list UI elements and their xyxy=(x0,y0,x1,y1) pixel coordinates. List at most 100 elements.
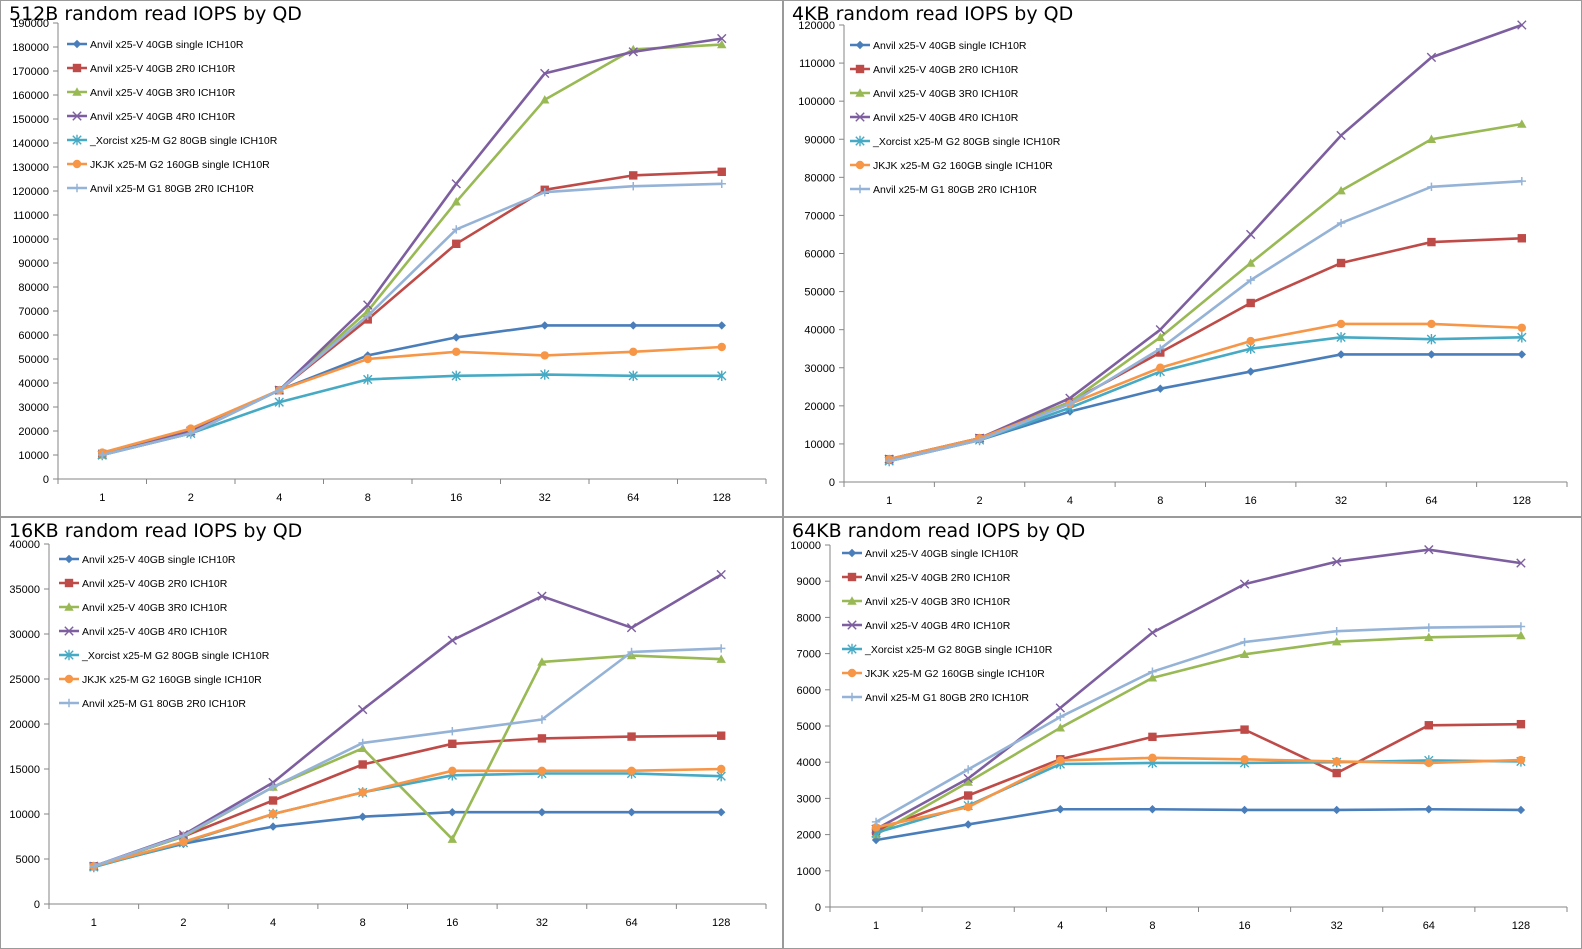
data-point xyxy=(448,766,457,775)
series-line xyxy=(93,772,722,869)
legend-label: _Xorcist x25-M G2 80GB single ICH10R xyxy=(89,135,278,147)
y-tick-label: 190000 xyxy=(12,18,49,30)
legend-label: JKJK x25-M G2 160GB single ICH10R xyxy=(873,160,1053,172)
y-tick-label: 20000 xyxy=(9,719,40,731)
legend-label: JKJK x25-M G2 160GB single ICH10R xyxy=(865,668,1045,680)
data-point xyxy=(963,765,973,774)
data-point xyxy=(537,591,547,601)
series-line xyxy=(101,324,722,457)
series-line xyxy=(875,807,1521,842)
legend-label: JKJK x25-M G2 160GB single ICH10R xyxy=(82,674,262,686)
data-point xyxy=(1516,630,1526,640)
y-tick-label: 70000 xyxy=(18,306,49,318)
data-point xyxy=(537,808,547,817)
data-point xyxy=(1155,332,1166,341)
y-tick-label: 180000 xyxy=(12,42,49,54)
data-point xyxy=(629,171,638,180)
legend-marker xyxy=(64,649,74,661)
y-tick-label: 10000 xyxy=(9,809,40,821)
data-point xyxy=(1240,637,1249,647)
data-point xyxy=(1056,712,1065,722)
y-tick-label: 30000 xyxy=(804,363,835,375)
data-point xyxy=(358,812,367,821)
chart-plot-16kb: 0 5000 10000 15000 20000 25000 30000 35000 40000… xyxy=(9,539,767,929)
chart-plot-4kb: 0 10000 20000 30000 40000 50000 60000 70000 8000… xyxy=(798,20,1568,507)
x-tick-label: 128 xyxy=(1513,495,1531,507)
legend-label: _Xorcist x25-M G2 80GB single ICH10R xyxy=(872,136,1061,148)
y-tick-label: 170000 xyxy=(12,66,49,78)
series-line xyxy=(101,37,722,457)
x-tick-label: 32 xyxy=(539,492,551,504)
data-point xyxy=(1336,332,1346,343)
data-point xyxy=(717,167,726,176)
series-line xyxy=(875,756,1521,829)
series-line xyxy=(888,179,1522,463)
legend-label: Anvil x25-M G1 80GB 2R0 ICH10R xyxy=(90,183,254,195)
data-point xyxy=(363,374,373,385)
data-point xyxy=(1517,234,1527,243)
y-tick-label: 20000 xyxy=(804,401,835,413)
legend-marker xyxy=(847,668,857,678)
data-point xyxy=(1246,367,1255,376)
data-point xyxy=(452,347,461,356)
x-tick-label: 2 xyxy=(965,920,971,932)
data-point xyxy=(1156,344,1165,353)
legend-marker xyxy=(847,548,857,558)
chart-panel-512b: 512B random read IOPS by QD 0 10000 20000 3… xyxy=(0,0,783,517)
data-point xyxy=(1517,332,1527,343)
data-point xyxy=(186,424,195,433)
legend-marker xyxy=(72,134,82,146)
data-point xyxy=(1517,176,1527,186)
data-point xyxy=(629,321,638,330)
series-line xyxy=(101,182,722,457)
data-point xyxy=(537,766,547,775)
data-point xyxy=(537,734,547,743)
data-point xyxy=(363,300,373,310)
x-tick-label: 32 xyxy=(1331,920,1343,932)
data-point xyxy=(540,68,550,79)
data-point xyxy=(1424,632,1434,642)
legend-marker xyxy=(72,159,82,169)
series-line xyxy=(101,170,722,456)
legend-marker xyxy=(855,135,865,147)
series-line xyxy=(888,122,1523,461)
series-line xyxy=(93,767,722,868)
data-point xyxy=(629,347,638,356)
data-point xyxy=(1332,626,1341,636)
data-point xyxy=(1332,768,1341,778)
y-tick-label: 2000 xyxy=(797,830,821,842)
x-tick-label: 8 xyxy=(1149,920,1155,932)
legend-label: JKJK x25-M G2 160GB single ICH10R xyxy=(90,159,270,171)
data-point xyxy=(629,182,638,191)
x-tick-label: 32 xyxy=(1335,495,1347,507)
data-point xyxy=(716,808,726,817)
x-tick-label: 64 xyxy=(627,492,639,504)
legend-label: Anvil x25-V 40GB single ICH10R xyxy=(90,39,244,51)
data-point xyxy=(1426,333,1437,345)
data-point xyxy=(717,321,726,330)
data-point xyxy=(716,654,726,663)
data-point xyxy=(884,456,894,466)
data-point xyxy=(452,225,461,234)
data-point xyxy=(1516,805,1526,815)
legend-label: Anvil x25-V 40GB 3R0 ICH10R xyxy=(873,88,1019,100)
legend-marker xyxy=(72,183,82,193)
series-line xyxy=(875,634,1521,836)
data-point xyxy=(871,823,881,832)
data-point xyxy=(1246,298,1255,308)
data-point xyxy=(179,831,188,840)
legend-marker xyxy=(855,160,865,170)
data-point xyxy=(963,791,973,800)
data-point xyxy=(268,796,278,805)
data-point xyxy=(363,311,372,320)
data-point xyxy=(448,727,457,736)
legend-marker xyxy=(847,620,857,630)
series-line xyxy=(888,353,1522,463)
y-tick-label: 80000 xyxy=(804,172,835,184)
legend-label: Anvil x25-V 40GB single ICH10R xyxy=(873,40,1027,52)
data-point xyxy=(717,179,726,188)
data-point xyxy=(358,738,367,748)
x-tick-label: 4 xyxy=(276,492,282,504)
data-point xyxy=(716,764,726,774)
y-tick-label: 7000 xyxy=(797,649,821,661)
